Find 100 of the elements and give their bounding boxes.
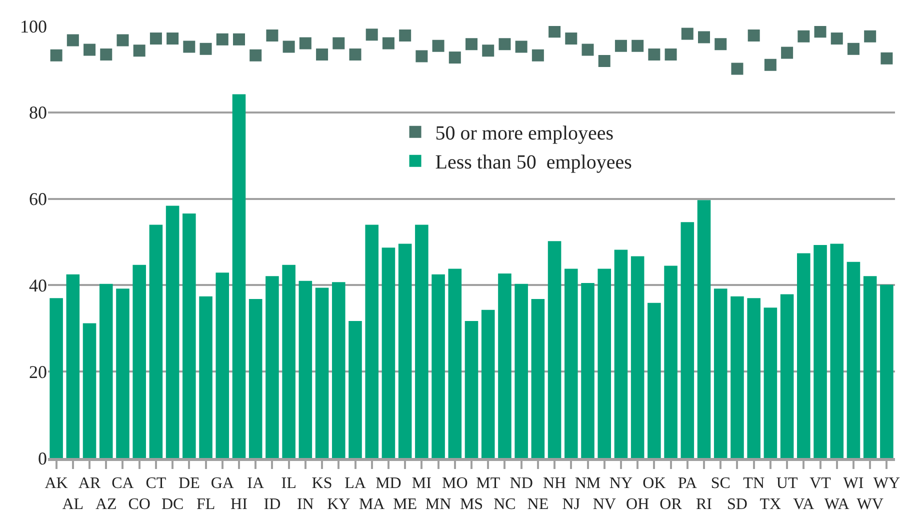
point bbox=[681, 28, 694, 40]
point bbox=[399, 30, 412, 42]
bar bbox=[132, 264, 146, 458]
x-tick-label: KY bbox=[327, 496, 351, 513]
bar bbox=[182, 213, 196, 458]
bar bbox=[481, 310, 495, 458]
bar bbox=[830, 244, 844, 458]
point bbox=[498, 38, 511, 50]
point bbox=[532, 49, 544, 62]
point bbox=[183, 40, 196, 53]
point bbox=[466, 38, 478, 50]
x-tick-label: AZ bbox=[95, 496, 117, 513]
y-tick-label: 60 bbox=[29, 189, 47, 210]
x-tick-label: FL bbox=[196, 496, 216, 513]
bar bbox=[432, 274, 445, 458]
bar bbox=[648, 302, 661, 458]
x-tick-label: MI bbox=[412, 475, 432, 492]
x-tick-label: CO bbox=[128, 496, 150, 513]
x-tick-label: AR bbox=[78, 475, 101, 492]
bar bbox=[415, 224, 428, 458]
bar bbox=[66, 274, 80, 458]
x-tick-label: LA bbox=[344, 475, 366, 492]
point bbox=[664, 48, 677, 61]
point bbox=[66, 34, 79, 46]
bar bbox=[680, 222, 694, 458]
point bbox=[232, 33, 245, 46]
x-tick-label: WA bbox=[824, 496, 850, 513]
x-tick-label: HI bbox=[230, 496, 248, 513]
point bbox=[366, 28, 378, 41]
x-tick-label: NM bbox=[574, 475, 601, 492]
bar bbox=[166, 206, 180, 458]
point bbox=[864, 30, 876, 42]
bar bbox=[747, 298, 760, 458]
bar bbox=[332, 282, 346, 458]
point bbox=[316, 48, 328, 61]
bar bbox=[232, 94, 246, 458]
point bbox=[84, 44, 96, 56]
x-tick-label: DE bbox=[178, 475, 200, 492]
legend-label: Less than 50 employees bbox=[435, 152, 632, 174]
bar bbox=[548, 241, 562, 458]
bar bbox=[514, 284, 528, 458]
x-tick-label: SC bbox=[710, 475, 730, 492]
point bbox=[515, 40, 528, 53]
x-tick-label: DC bbox=[161, 496, 184, 513]
bar bbox=[714, 288, 728, 458]
bar bbox=[50, 298, 63, 458]
bar bbox=[382, 248, 396, 458]
point bbox=[714, 38, 727, 50]
bar bbox=[531, 299, 545, 458]
bar bbox=[630, 256, 644, 458]
point bbox=[416, 50, 428, 62]
x-tick-label: MS bbox=[460, 496, 484, 513]
point bbox=[432, 40, 444, 52]
point bbox=[598, 54, 610, 67]
bar bbox=[464, 321, 478, 458]
point bbox=[332, 37, 345, 50]
x-tick-label: NC bbox=[494, 496, 516, 513]
y-tick-label: 40 bbox=[29, 276, 47, 296]
x-tick-label: VA bbox=[793, 496, 815, 513]
x-tick-label: OK bbox=[642, 475, 666, 492]
bar bbox=[266, 276, 279, 458]
point bbox=[482, 44, 494, 57]
x-tick-label: SD bbox=[727, 496, 748, 513]
point bbox=[582, 44, 594, 56]
x-tick-label: IA bbox=[247, 475, 264, 492]
x-tick-label: AL bbox=[62, 496, 84, 513]
bar bbox=[298, 280, 312, 458]
x-tick-label: IN bbox=[296, 496, 314, 513]
point bbox=[632, 40, 644, 52]
bar bbox=[730, 296, 744, 458]
point bbox=[798, 30, 810, 42]
bar bbox=[248, 299, 262, 458]
point bbox=[100, 48, 112, 61]
bar bbox=[863, 276, 877, 458]
point bbox=[282, 40, 295, 53]
point bbox=[250, 49, 262, 62]
point bbox=[748, 30, 760, 42]
point bbox=[116, 34, 129, 46]
x-tick-label: CT bbox=[146, 475, 166, 492]
bar bbox=[880, 284, 894, 458]
x-tick-label: WY bbox=[873, 475, 900, 492]
x-tick-label: IL bbox=[281, 475, 296, 492]
bar bbox=[598, 268, 612, 458]
bar bbox=[216, 272, 230, 458]
point bbox=[150, 32, 162, 45]
point bbox=[166, 32, 179, 45]
y-tick-label: 100 bbox=[20, 16, 47, 36]
bar bbox=[82, 323, 96, 458]
bar bbox=[116, 288, 130, 458]
bar bbox=[282, 264, 296, 458]
bar bbox=[99, 284, 113, 458]
point bbox=[382, 37, 394, 50]
point bbox=[548, 26, 561, 38]
point bbox=[830, 32, 843, 45]
point bbox=[565, 32, 578, 45]
bar bbox=[797, 253, 810, 458]
x-tick-label: WV bbox=[856, 496, 884, 513]
x-tick-label: NV bbox=[592, 496, 616, 513]
point bbox=[216, 33, 228, 46]
bar bbox=[664, 266, 678, 458]
